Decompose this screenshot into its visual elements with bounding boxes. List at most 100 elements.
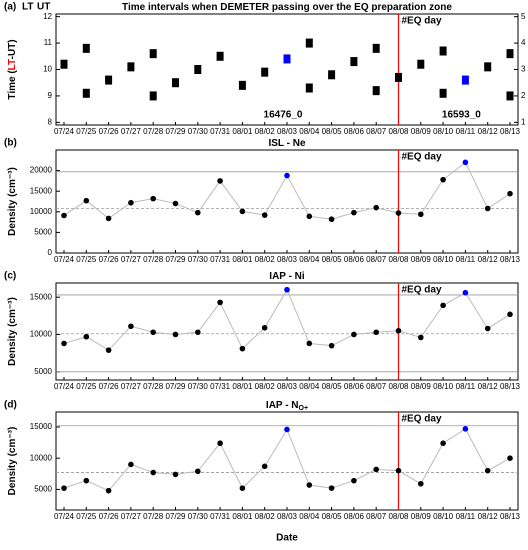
data-point [217, 299, 223, 306]
x-tick-label: 08/11 [456, 127, 476, 136]
data-point [440, 440, 446, 447]
x-tick-label: 08/02 [255, 382, 276, 391]
x-tick-label: 07/27 [121, 382, 142, 391]
x-tick-label: 07/30 [188, 127, 209, 136]
x-tick-label: 08/05 [322, 382, 343, 391]
y-axis-label-part: -UT) [7, 39, 18, 59]
x-tick-label: 08/10 [433, 512, 454, 521]
x-tick-label: 08/01 [232, 382, 253, 391]
data-point [507, 190, 513, 197]
time-marker [238, 80, 246, 90]
x-tick-label: 08/10 [433, 255, 454, 264]
y-tick-label: 10000 [30, 207, 53, 216]
x-tick-label: 08/08 [388, 255, 409, 264]
time-marker [82, 43, 90, 53]
orbit-annotation: 16476_0 [264, 110, 303, 121]
x-tick-label: 08/13 [500, 512, 521, 521]
y-tick-label: 20000 [30, 166, 53, 175]
data-point [395, 327, 402, 334]
data-point [284, 286, 290, 293]
data-point [83, 477, 90, 484]
time-marker [194, 65, 202, 74]
y2-tick-label: 3 [521, 65, 526, 74]
x-tick-label: 08/04 [299, 127, 320, 136]
x-tick-label: 08/08 [388, 127, 409, 136]
data-point [61, 340, 67, 347]
x-tick-label: 08/12 [478, 512, 499, 521]
x-tick-label: 07/24 [54, 127, 75, 136]
x-axis-label: Date [276, 533, 298, 544]
time-marker [395, 72, 402, 82]
time-marker [60, 59, 68, 69]
x-tick-label: 08/05 [322, 255, 343, 264]
x-tick-label: 08/07 [366, 127, 387, 136]
data-point [239, 208, 246, 215]
y-axis-label: Density (cm⁻³) [7, 427, 18, 496]
data-point [306, 213, 313, 220]
event-label: #EQ day [402, 414, 442, 425]
y-tick-label: 10000 [30, 453, 53, 462]
time-marker [506, 49, 514, 59]
x-tick-label: 07/30 [188, 382, 209, 391]
data-point [373, 329, 380, 336]
time-marker [328, 70, 336, 80]
data-line [63, 288, 511, 351]
data-point [462, 289, 469, 296]
x-tick-label: 08/04 [299, 512, 320, 521]
time-marker [105, 75, 113, 85]
plot-frame [55, 149, 519, 254]
x-tick-label: 08/02 [255, 255, 276, 264]
time-marker [216, 51, 224, 61]
x-tick-label: 08/03 [277, 255, 298, 264]
x-tick-label: 08/07 [366, 255, 387, 264]
time-marker [127, 62, 135, 72]
y-tick-label: 15000 [30, 292, 53, 301]
x-tick-label: 07/25 [76, 255, 97, 264]
y-tick-label: 11 [44, 38, 53, 47]
data-point [418, 211, 424, 218]
x-tick-label: 07/26 [99, 127, 120, 136]
panel-title: IAP - NO+ [266, 400, 308, 412]
time-marker [305, 38, 313, 48]
x-tick-label: 08/03 [277, 512, 298, 521]
x-tick-label: 07/28 [143, 255, 164, 264]
time-marker [283, 54, 291, 64]
x-tick-label: 07/24 [54, 512, 75, 521]
y2-tick-label: 2 [521, 91, 526, 100]
panel-label: (a) [4, 2, 16, 13]
y-tick-label: 15000 [30, 422, 53, 431]
data-point [306, 482, 313, 488]
x-tick-label: 08/11 [456, 382, 476, 391]
data-point [351, 331, 357, 338]
data-point [61, 212, 67, 219]
data-point [261, 212, 268, 218]
corner-label: LT [22, 2, 33, 13]
data-line [63, 161, 511, 220]
y2-tick-label: 4 [521, 38, 526, 47]
panel-label: (c) [4, 271, 16, 282]
x-tick-label: 07/28 [143, 127, 164, 136]
y-axis-label-part: Density (cm⁻³) [7, 427, 18, 496]
x-tick-label: 07/29 [165, 127, 186, 136]
event-label: #EQ day [402, 285, 442, 296]
x-tick-label: 07/30 [188, 255, 209, 264]
data-point [172, 471, 179, 478]
time-marker [484, 62, 492, 72]
y-axis-label-part: Time ( [7, 70, 18, 100]
x-tick-label: 07/25 [76, 127, 97, 136]
data-point [395, 467, 402, 474]
x-tick-label: 07/29 [165, 512, 186, 521]
data-point [328, 342, 335, 349]
x-tick-label: 07/28 [143, 512, 164, 521]
data-point [150, 469, 156, 476]
data-point [484, 467, 491, 474]
x-tick-label: 08/07 [366, 382, 387, 391]
x-tick-label: 08/09 [411, 382, 432, 391]
y-tick-label: 5000 [34, 485, 52, 494]
panel-title: ISL - Ne [268, 138, 305, 149]
title-sub: O+ [299, 405, 309, 412]
x-tick-label: 08/09 [411, 255, 432, 264]
data-point [484, 205, 491, 212]
data-point [306, 340, 313, 347]
data-point [83, 333, 90, 340]
